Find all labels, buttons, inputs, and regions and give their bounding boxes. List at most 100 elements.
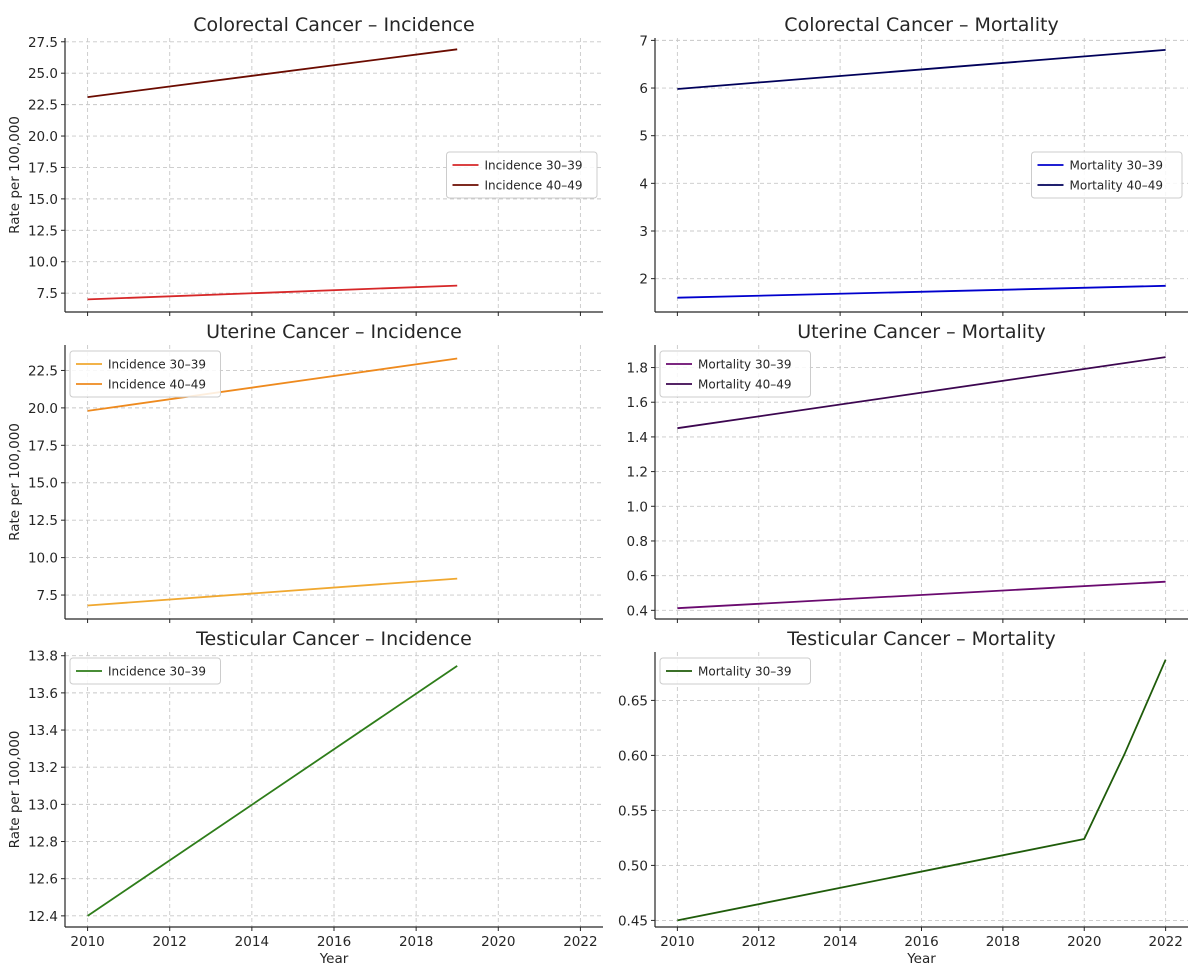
legend-label: Incidence 40–49 — [485, 179, 583, 193]
x-tick-label: 2020 — [481, 934, 515, 950]
x-tick-label: 2018 — [399, 934, 433, 950]
x-tick-label: 2010 — [660, 934, 694, 950]
y-tick-label: 10.0 — [28, 255, 58, 271]
y-tick-label: 13.6 — [28, 686, 58, 702]
y-tick-label: 12.4 — [28, 909, 58, 925]
y-tick-label: 20.0 — [28, 129, 58, 145]
y-tick-label: 12.5 — [28, 223, 58, 239]
y-axis-label: Rate per 100,000 — [7, 423, 23, 541]
legend: Incidence 30–39 Incidence 40–49 — [446, 151, 598, 199]
legend-box — [1031, 151, 1183, 199]
legend-label: Incidence 40–49 — [108, 378, 206, 392]
y-tick-label: 22.5 — [28, 363, 58, 379]
subplot-title: Colorectal Cancer – Incidence — [193, 14, 475, 36]
y-tick-label: 4 — [639, 176, 648, 192]
x-tick-label: 2020 — [1067, 934, 1101, 950]
y-tick-label: 0.4 — [627, 603, 648, 619]
y-tick-label: 1.6 — [627, 395, 648, 411]
x-tick-label: 2014 — [823, 934, 857, 950]
x-tick-label: 2014 — [235, 934, 269, 950]
x-tick-label: 2018 — [986, 934, 1020, 950]
subplot-6: 2010 2012 2014 2016 2018 2020 2022 0.45 0.50 0.55… — [618, 628, 1188, 967]
legend: Incidence 30–39 — [69, 657, 221, 685]
y-tick-label: 0.8 — [627, 534, 648, 550]
x-tick-label: 2012 — [153, 934, 187, 950]
y-tick-label: 12.8 — [28, 835, 58, 851]
legend: Mortality 30–39 Mortality 40–49 — [1031, 151, 1183, 199]
y-tick-label: 10.0 — [28, 551, 58, 567]
legend-box — [69, 657, 221, 685]
y-tick-label: 17.5 — [28, 438, 58, 454]
legend-label: Incidence 30–39 — [485, 159, 583, 173]
y-tick-label: 12.6 — [28, 872, 58, 888]
y-tick-label: 0.55 — [618, 803, 648, 819]
x-tick-label: 2016 — [904, 934, 938, 950]
series-line-1 — [87, 577, 458, 607]
legend-box — [659, 350, 811, 398]
series-line-2 — [677, 356, 1166, 430]
legend-label: Mortality 30–39 — [698, 358, 792, 372]
x-tick-label: 2012 — [742, 934, 776, 950]
series-line-1 — [87, 665, 458, 917]
y-tick-label: 27.5 — [28, 35, 58, 51]
y-tick-label: 25.0 — [28, 66, 58, 82]
y-tick-label: 3 — [639, 224, 648, 240]
x-tick-label: 2022 — [563, 934, 597, 950]
subplot-1: 7.5 10.0 12.5 15.0 17.5 20.0 22.5 25.0 27.5 Color… — [7, 14, 603, 316]
legend-label: Mortality 30–39 — [698, 665, 792, 679]
y-tick-label: 22.5 — [28, 98, 58, 114]
legend-label: Mortality 40–49 — [1070, 179, 1164, 193]
y-tick-label: 0.6 — [627, 569, 648, 585]
y-tick-label: 13.2 — [28, 760, 58, 776]
x-axis-label: Year — [906, 951, 936, 967]
y-tick-label: 7.5 — [37, 286, 58, 302]
x-axis-label: Year — [319, 951, 349, 967]
x-tick-label: 2022 — [1148, 934, 1182, 950]
series-line-1 — [87, 284, 458, 301]
y-tick-label: 12.5 — [28, 513, 58, 529]
subplot-4: 0.4 0.6 0.8 1.0 1.2 1.4 1.6 1.8 Uterine Cancer –… — [627, 321, 1188, 623]
subplot-5: 2010 2012 2014 2016 2018 2020 2022 12.4 12.6 12.8… — [7, 628, 603, 967]
legend-label: Incidence 30–39 — [108, 358, 206, 372]
y-tick-label: 1.0 — [627, 499, 648, 515]
y-tick-label: 0.45 — [618, 913, 648, 929]
y-tick-label: 20.0 — [28, 401, 58, 417]
y-tick-label: 17.5 — [28, 160, 58, 176]
legend-label: Mortality 30–39 — [1070, 159, 1164, 173]
series-line-2 — [677, 49, 1166, 90]
y-tick-label: 2 — [639, 272, 648, 288]
subplot-title: Colorectal Cancer – Mortality — [784, 14, 1058, 36]
series-line-1 — [677, 580, 1166, 610]
legend: Incidence 30–39 Incidence 40–49 — [69, 350, 221, 398]
subplot-title: Uterine Cancer – Incidence — [206, 321, 462, 343]
series-line-1 — [677, 659, 1167, 922]
x-tick-label: 2016 — [317, 934, 351, 950]
legend: Mortality 30–39 — [659, 657, 811, 685]
y-tick-label: 6 — [639, 81, 648, 97]
y-tick-label: 0.65 — [618, 693, 648, 709]
legend-box — [446, 151, 598, 199]
subplot-3: 7.5 10.0 12.5 15.0 17.5 20.0 22.5 Uterine Cance… — [7, 321, 603, 623]
y-tick-label: 13.4 — [28, 723, 58, 739]
y-tick-label: 5 — [639, 129, 648, 145]
y-tick-label: 13.8 — [28, 649, 58, 665]
y-tick-label: 13.0 — [28, 797, 58, 813]
y-tick-label: 15.0 — [28, 476, 58, 492]
y-tick-label: 15.0 — [28, 192, 58, 208]
y-tick-label: 7.5 — [37, 588, 58, 604]
subplot-title: Testicular Cancer – Mortality — [786, 628, 1056, 650]
legend: Mortality 30–39 Mortality 40–49 — [659, 350, 811, 398]
y-tick-label: 0.60 — [618, 748, 648, 764]
y-axis-label: Rate per 100,000 — [7, 116, 23, 234]
legend-label: Incidence 30–39 — [108, 665, 206, 679]
legend-box — [69, 350, 221, 398]
y-tick-label: 7 — [639, 33, 648, 49]
series-line-1 — [677, 284, 1166, 299]
legend-box — [659, 657, 811, 685]
series-line-2 — [87, 48, 458, 98]
legend-label: Mortality 40–49 — [698, 378, 792, 392]
y-tick-label: 1.8 — [627, 361, 648, 377]
subplot-2: 2 3 4 5 6 7 Colorectal Cancer – Mortality Morta… — [639, 14, 1188, 316]
y-tick-label: 0.50 — [618, 858, 648, 874]
